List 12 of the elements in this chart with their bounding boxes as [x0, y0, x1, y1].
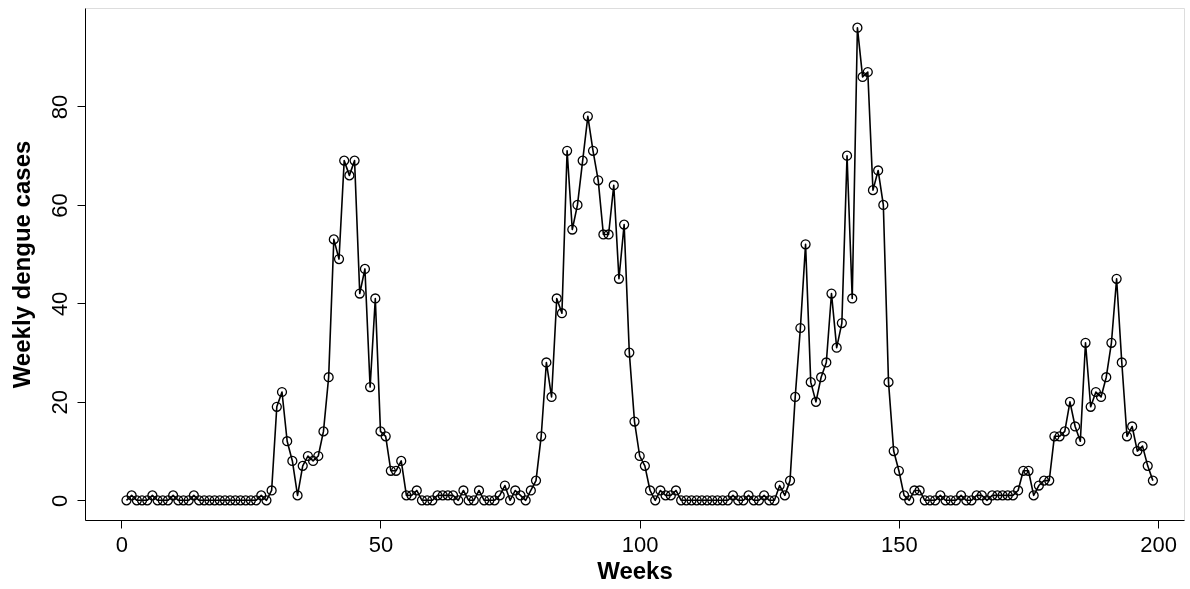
y-tick-label: 60 — [46, 193, 72, 218]
y-tick-label: 40 — [46, 291, 72, 317]
x-tick-label: 200 — [1140, 531, 1177, 557]
y-axis-title: Weekly dengue cases — [7, 140, 35, 389]
x-tick-label: 0 — [115, 531, 128, 557]
y-tick-label: 0 — [46, 494, 72, 507]
x-axis-title: Weeks — [597, 556, 673, 584]
x-tick-label: 50 — [368, 531, 394, 557]
y-tick-label: 20 — [46, 390, 72, 415]
x-tick-label: 150 — [881, 531, 918, 557]
y-tick-label: 80 — [46, 94, 72, 120]
x-tick-label: 100 — [621, 531, 659, 557]
